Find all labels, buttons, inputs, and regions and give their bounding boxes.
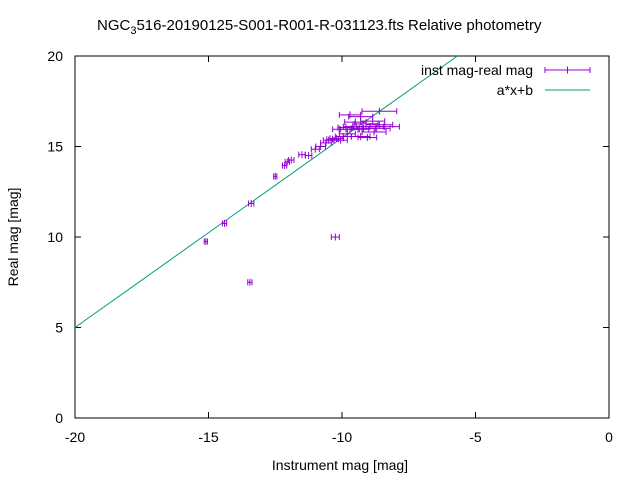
x-tick-label: -15 — [198, 429, 218, 445]
plot-frame — [74, 55, 610, 419]
y-tick-label: 5 — [55, 320, 63, 336]
axis-tick-labels: -20 -15 -10 -5 0 0 5 10 15 20 — [47, 48, 613, 445]
chart-title-part-a: NGC — [97, 17, 131, 34]
x-tick-label: -20 — [65, 429, 85, 445]
data-point — [344, 118, 367, 126]
data-point — [315, 143, 326, 150]
x-tick-label: 0 — [605, 429, 613, 445]
legend: inst mag-real mag a*x+b — [421, 62, 591, 98]
data-point — [298, 151, 306, 159]
legend-label-points: inst mag-real mag — [421, 62, 533, 78]
x-tick-label: -5 — [469, 429, 482, 445]
points-series — [203, 107, 400, 286]
chart-title: NGC3516-20190125-S001-R001-R-031123.fts … — [97, 17, 542, 37]
y-tick-label: 15 — [47, 139, 63, 155]
data-point — [361, 107, 398, 115]
chart-title-part-b: 516-20190125-S001-R001-R-031123.fts Rela… — [136, 17, 541, 34]
data-point — [369, 123, 400, 131]
legend-label-fit: a*x+b — [497, 82, 533, 98]
data-point — [288, 156, 295, 164]
x-tick-label: -10 — [332, 429, 352, 445]
chart-title-subscript: 3 — [130, 25, 136, 37]
data-point — [304, 152, 313, 160]
data-point — [310, 145, 320, 153]
y-tick-label: 10 — [47, 229, 63, 245]
fit-line-series — [74, 55, 458, 328]
data-point — [273, 172, 278, 180]
data-point — [281, 162, 288, 170]
y-tick-label: 0 — [55, 410, 63, 426]
data-point — [247, 278, 253, 286]
data-point — [333, 136, 348, 144]
y-tick-label: 20 — [47, 48, 63, 64]
fit-line — [74, 55, 458, 328]
axis-ticks — [74, 55, 610, 419]
x-axis-label: Instrument mag [mag] — [272, 457, 408, 473]
y-axis-label: Real mag [mag] — [5, 188, 21, 287]
data-point — [203, 238, 208, 246]
data-point — [248, 200, 255, 208]
data-point — [361, 128, 387, 136]
data-point — [348, 113, 374, 121]
data-point — [357, 133, 378, 141]
data-point — [330, 233, 340, 241]
data-point — [332, 125, 347, 133]
legend-sample-points — [544, 66, 591, 74]
data-point — [221, 219, 228, 227]
data-point — [329, 134, 344, 142]
data-point — [338, 111, 362, 119]
